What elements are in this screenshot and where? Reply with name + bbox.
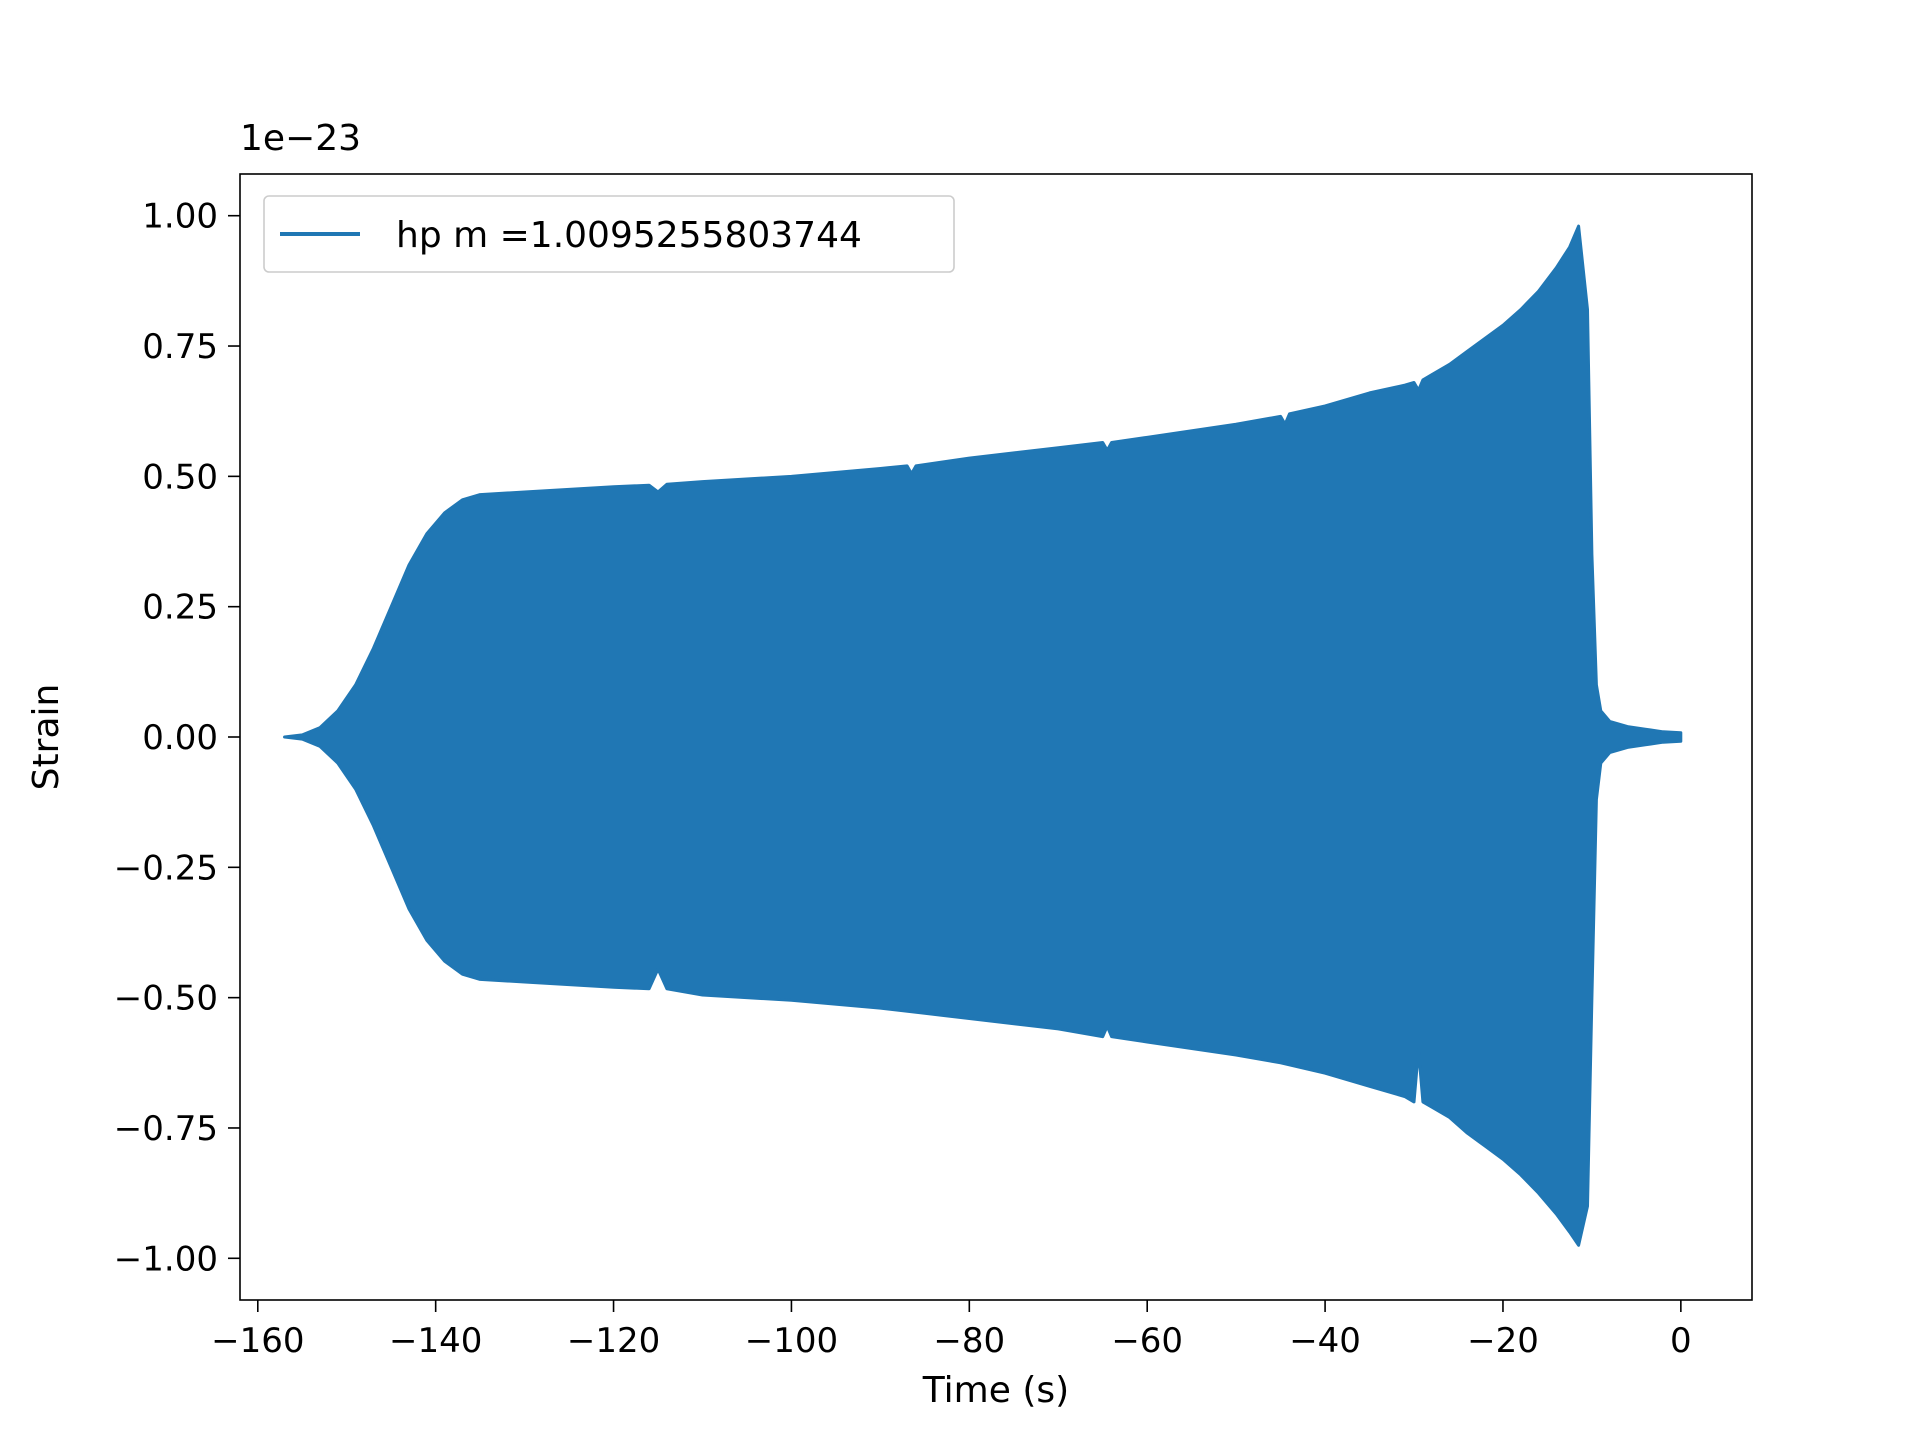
x-axis-label: Time (s): [922, 1370, 1069, 1411]
x-tick-label: −160: [211, 1321, 304, 1361]
x-tick-label: 0: [1670, 1321, 1692, 1361]
x-tick-label: −140: [389, 1321, 482, 1361]
x-axis: −160 −140 −120 −100 −80 −60 −40 −20 0: [211, 1300, 1692, 1361]
legend-box: [263, 195, 955, 273]
legend-label: hp m =1.0095255803744: [396, 215, 862, 256]
y-tick-label: 0.00: [142, 718, 218, 758]
y-tick-label: −0.75: [114, 1109, 218, 1149]
y-tick-label: 0.50: [142, 457, 218, 497]
y-tick-label: −0.50: [114, 979, 218, 1019]
y-tick-label: 0.75: [142, 327, 218, 367]
waveform-series: [283, 224, 1683, 1247]
x-tick-label: −40: [1289, 1321, 1361, 1361]
plot-area: [283, 224, 1683, 1247]
y-axis-offset-label: 1e−23: [240, 118, 361, 159]
y-tick-label: −0.25: [114, 848, 218, 888]
x-tick-label: −120: [567, 1321, 660, 1361]
x-tick-label: −100: [745, 1321, 838, 1361]
x-tick-label: −80: [933, 1321, 1005, 1361]
legend: hp m =1.0095255803744: [263, 195, 955, 273]
x-tick-label: −60: [1111, 1321, 1183, 1361]
y-tick-label: 0.25: [142, 588, 218, 628]
y-axis-label: Strain: [26, 684, 67, 791]
x-tick-label: −20: [1467, 1321, 1539, 1361]
y-axis: −1.00 −0.75 −0.50 −0.25 0.00 0.25 0.50 0.75 1.00: [114, 197, 240, 1279]
y-tick-label: −1.00: [114, 1239, 218, 1279]
y-tick-label: 1.00: [142, 197, 218, 237]
